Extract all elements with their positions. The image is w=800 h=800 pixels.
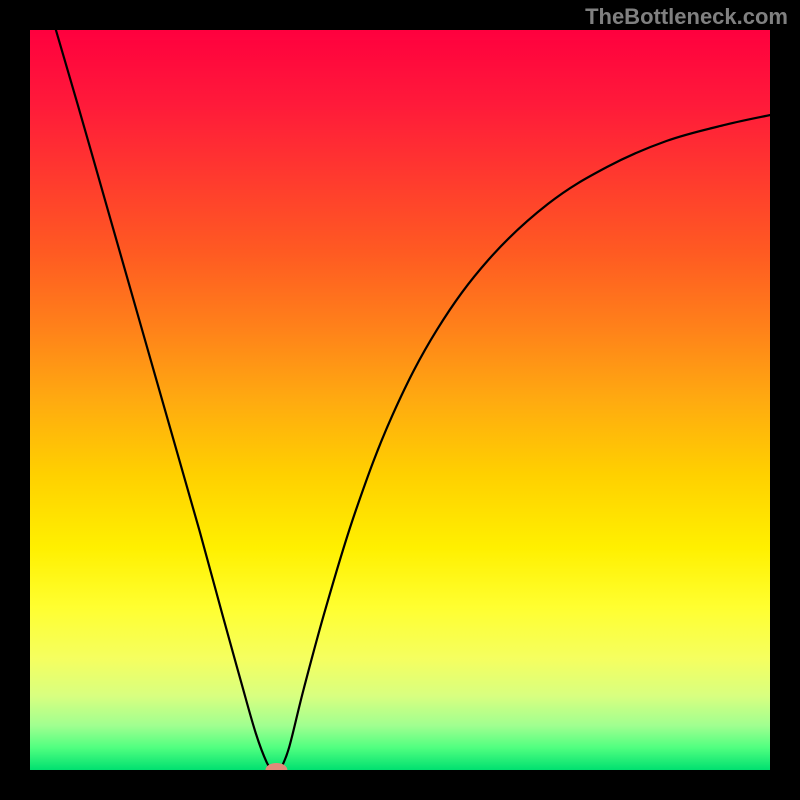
curve-left-branch bbox=[56, 30, 273, 770]
watermark-text: TheBottleneck.com bbox=[585, 4, 788, 30]
curve-svg bbox=[30, 30, 770, 770]
plot-area bbox=[30, 30, 770, 770]
curve-right-branch bbox=[280, 115, 770, 770]
